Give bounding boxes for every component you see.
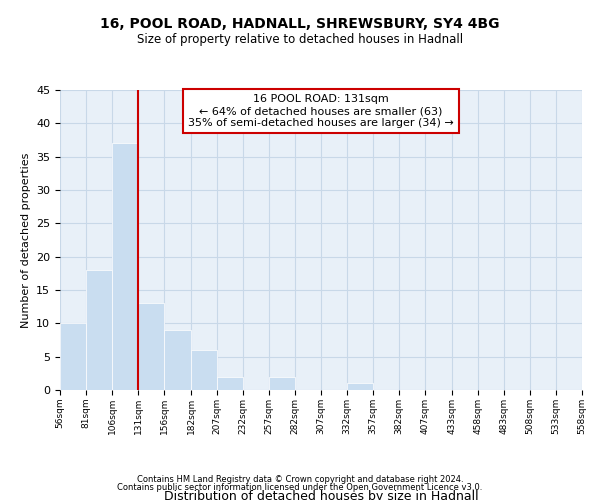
- Bar: [191, 350, 217, 390]
- Text: Size of property relative to detached houses in Hadnall: Size of property relative to detached ho…: [137, 32, 463, 46]
- Bar: [86, 270, 112, 390]
- Bar: [347, 384, 373, 390]
- Text: 16 POOL ROAD: 131sqm
← 64% of detached houses are smaller (63)
35% of semi-detac: 16 POOL ROAD: 131sqm ← 64% of detached h…: [188, 94, 454, 128]
- Bar: [269, 376, 295, 390]
- Y-axis label: Number of detached properties: Number of detached properties: [20, 152, 31, 328]
- Bar: [164, 330, 191, 390]
- Text: 16, POOL ROAD, HADNALL, SHREWSBURY, SY4 4BG: 16, POOL ROAD, HADNALL, SHREWSBURY, SY4 …: [100, 18, 500, 32]
- Bar: [112, 144, 137, 390]
- Bar: [217, 376, 242, 390]
- Bar: [61, 324, 86, 390]
- Text: Contains public sector information licensed under the Open Government Licence v3: Contains public sector information licen…: [118, 484, 482, 492]
- Bar: [139, 304, 164, 390]
- Text: Contains HM Land Registry data © Crown copyright and database right 2024.: Contains HM Land Registry data © Crown c…: [137, 475, 463, 484]
- X-axis label: Distribution of detached houses by size in Hadnall: Distribution of detached houses by size …: [164, 490, 478, 500]
